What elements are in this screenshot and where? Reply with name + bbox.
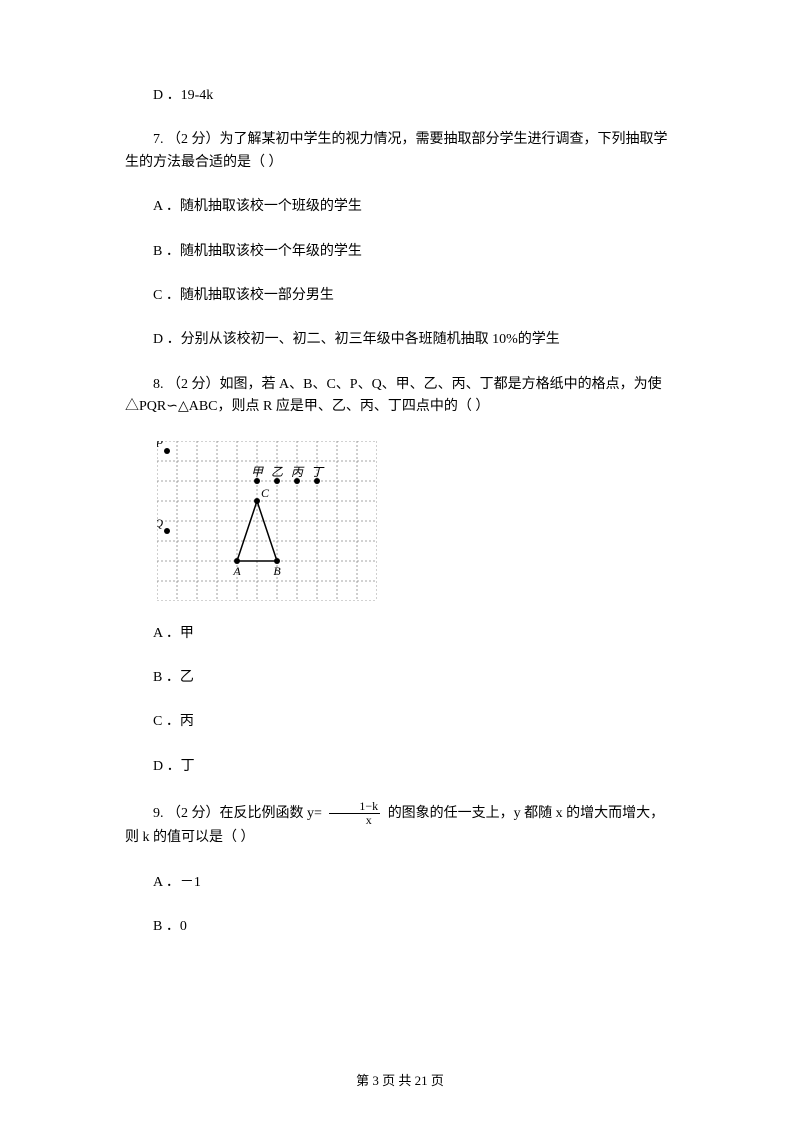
q8-option-d: D ．丁 [125, 756, 675, 778]
q8-stem: 8. （2 分）如图，若 A、B、C、P、Q、甲、乙、丙、丁都是方格纸中的格点，… [125, 374, 675, 419]
svg-text:乙: 乙 [271, 465, 283, 479]
q9-option-b: B ．0 [125, 916, 675, 938]
svg-text:丙: 丙 [291, 465, 305, 479]
q8-option-b: B ．乙 [125, 667, 675, 689]
svg-text:B: B [273, 564, 281, 578]
q7-option-c: C ．随机抽取该校一部分男生 [125, 285, 675, 307]
q8-figure: P 甲乙丙丁 C Q A B [157, 441, 377, 601]
q9-formula: 1−k x [329, 800, 380, 827]
q7-option-a: A ．随机抽取该校一个班级的学生 [125, 196, 675, 218]
svg-text:Q: Q [157, 516, 163, 530]
q7-stem: 7. （2 分）为了解某初中学生的视力情况，需要抽取部分学生进行调查，下列抽取学… [125, 129, 675, 174]
q9-stem: 9. （2 分）在反比例函数 y= 1−k x 的图象的任一支上，y 都随 x … [125, 800, 675, 850]
q7-option-d: D ．分别从该校初一、初二、初三年级中各班随机抽取 10%的学生 [125, 329, 675, 351]
svg-text:P: P [157, 441, 164, 450]
page-footer: 第 3 页 共 21 页 [0, 1071, 800, 1092]
svg-text:甲: 甲 [251, 465, 264, 479]
svg-text:C: C [261, 486, 270, 500]
q8-option-a: A ．甲 [125, 623, 675, 645]
q9-option-a: A ．－1 [125, 872, 675, 894]
q7-option-b: B ．随机抽取该校一个年级的学生 [125, 241, 675, 263]
q6-option-d: D ．19-4k [125, 85, 675, 107]
svg-text:丁: 丁 [311, 465, 325, 479]
q8-option-c: C ．丙 [125, 711, 675, 733]
q9-stem-pre: 9. （2 分）在反比例函数 y= [153, 806, 325, 821]
svg-text:A: A [232, 564, 241, 578]
